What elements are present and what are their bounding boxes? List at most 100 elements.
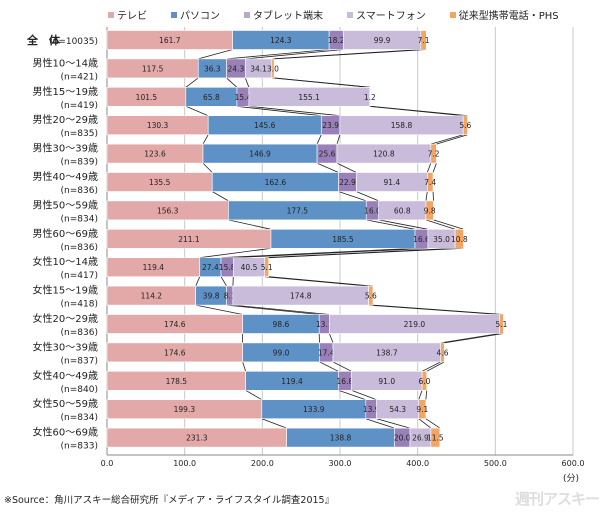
- data-label: 211.1: [178, 235, 200, 244]
- series-connector-line: [436, 134, 468, 145]
- series-connector-line: [228, 219, 272, 230]
- bar-segment: [264, 257, 270, 278]
- data-label: 16.6: [413, 235, 430, 244]
- bar-segment: [425, 200, 434, 221]
- data-label: 7.2: [428, 150, 440, 159]
- data-label: 178.5: [166, 377, 188, 386]
- data-label: 174.6: [164, 320, 186, 329]
- data-label: 146.9: [249, 150, 271, 159]
- data-label: 18.2: [328, 36, 345, 45]
- category-label: 女性10～14歳: [33, 255, 98, 268]
- category-n: (n=840): [61, 385, 98, 395]
- data-label: 10.8: [451, 235, 468, 244]
- data-label: 17.4: [318, 348, 335, 357]
- bar-segment: [440, 342, 445, 363]
- data-label: 16.0: [364, 206, 381, 215]
- series-connector-line: [232, 304, 330, 315]
- bar-segment: [462, 115, 468, 135]
- series-connector-line: [226, 304, 320, 315]
- legend-label: タブレット端末: [253, 11, 323, 22]
- data-label: 99.0: [273, 348, 290, 357]
- source-note: ※Source：角川アスキー総合研究所『メディア・ライフスタイル調査2015』: [4, 495, 335, 506]
- data-label: 8.1: [224, 292, 236, 301]
- category-label: 女性40～49歳: [33, 369, 98, 382]
- data-label: 91.0: [378, 377, 395, 386]
- category-label: 女性60～69歳: [33, 426, 98, 439]
- series-connector-line: [316, 134, 322, 145]
- bar-segment: [454, 229, 464, 249]
- data-label: 91.4: [383, 178, 400, 187]
- data-label: 15.4: [235, 93, 252, 102]
- data-label: 26.9: [412, 434, 429, 443]
- series-connector-line: [418, 418, 432, 429]
- series-connector-line: [425, 219, 456, 230]
- x-tick-label: 300.0: [329, 459, 352, 468]
- data-label: 24.3: [228, 64, 245, 73]
- bar-segment: [430, 427, 441, 448]
- x-tick-label: 0.0: [101, 459, 114, 468]
- category-n: (n=834): [61, 214, 98, 224]
- data-label: 219.0: [404, 320, 426, 329]
- data-label: 20.0: [394, 434, 411, 443]
- series-connector-line: [432, 162, 437, 173]
- series-connector-line: [365, 418, 395, 429]
- category-n: (n=419): [61, 101, 98, 111]
- series-connector-line: [370, 105, 468, 117]
- data-label: 54.3: [389, 405, 406, 414]
- series-connector-line: [195, 276, 201, 287]
- data-label: 135.5: [149, 178, 171, 187]
- series-connector-line: [245, 49, 344, 60]
- series-connector-line: [425, 418, 441, 429]
- series-connector-line: [199, 247, 272, 259]
- data-label: 34.1: [250, 64, 267, 73]
- data-label: 16.8: [337, 377, 354, 386]
- series-connector-line: [351, 389, 377, 401]
- data-label: 130.3: [147, 121, 169, 130]
- data-label: 35.0: [433, 235, 450, 244]
- series-connector-line: [316, 162, 339, 173]
- legend-swatch: [449, 11, 456, 18]
- series-connector-line: [433, 219, 464, 230]
- data-label: 9.1: [416, 405, 428, 414]
- series-connector-line: [236, 105, 322, 117]
- series-connector-line: [245, 389, 262, 401]
- data-label: 145.6: [254, 121, 276, 130]
- data-label: 60.8: [394, 206, 411, 215]
- category-label: 女性50～59歳: [33, 397, 98, 410]
- data-label: 185.5: [332, 235, 354, 244]
- series-connector-line: [338, 191, 367, 202]
- series-connector-line: [202, 162, 213, 173]
- series-connector-line: [418, 390, 423, 400]
- data-label: 174.8: [290, 292, 312, 301]
- legend-swatch: [108, 11, 114, 18]
- x-tick-label: 400.0: [406, 459, 429, 468]
- series-connector-line: [242, 361, 247, 372]
- category-label: 男性10～14歳: [33, 56, 98, 69]
- watermark-logo: 週刊アスキー: [515, 490, 600, 508]
- category-n: (n=835): [61, 129, 98, 139]
- data-label: 120.8: [373, 150, 395, 159]
- legend-label: パソコン: [180, 11, 220, 22]
- series-connector-line: [248, 105, 340, 117]
- data-label: 119.4: [143, 263, 165, 272]
- category-n: (n=10035): [49, 37, 98, 47]
- data-label: 138.7: [376, 348, 398, 357]
- data-label: 9.8: [424, 206, 436, 215]
- data-label: 199.3: [174, 405, 196, 414]
- series-connector-line: [198, 49, 233, 60]
- legend-item-tablet: タブレット端末: [244, 7, 323, 22]
- series-connector-line: [338, 389, 366, 401]
- series-connector-line: [244, 77, 250, 88]
- data-label: 3.0: [267, 64, 279, 73]
- data-label: 7.4: [424, 178, 436, 187]
- x-axis-unit: (分): [563, 474, 580, 484]
- series-connector-line: [274, 49, 427, 60]
- category-label: 男性20～29歳: [33, 113, 98, 126]
- series-connector-line: [220, 276, 227, 287]
- series-connector-line: [440, 333, 500, 344]
- data-label: 114.2: [141, 292, 163, 301]
- data-label: 22.9: [339, 178, 356, 187]
- category-label: 男性40～49歳: [33, 170, 98, 183]
- data-label: 99.9: [374, 36, 391, 45]
